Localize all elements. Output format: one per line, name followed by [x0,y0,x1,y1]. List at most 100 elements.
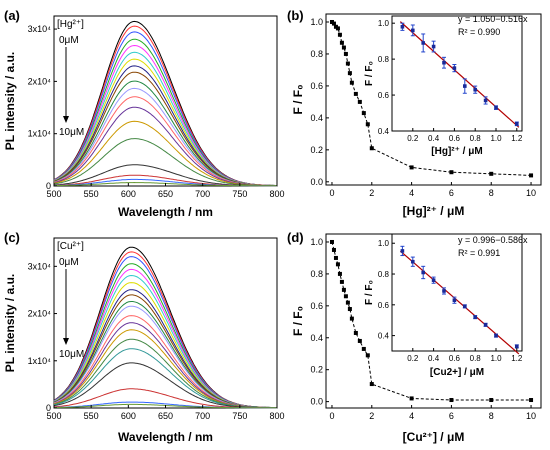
y-axis-label: F / F₀ [291,84,305,114]
trend-line [331,21,532,176]
inset-x-tick-label: 0.4 [428,354,440,363]
spectrum-curve-2 [53,25,277,186]
inset-data-point [421,41,425,45]
x-axis-label: Wavelength / nm [118,430,213,444]
inset-x-tick-label: 1.2 [511,354,523,363]
inset-x-axis-label: [Cu2+] / μM [430,367,484,378]
inset-y-tick-label: 0.8 [378,55,390,64]
data-point [347,71,352,76]
inset-x-tick-label: 1.2 [511,134,523,143]
data-point [365,122,370,127]
inset-y-tick-label: 0.4 [378,127,390,136]
data-point [349,316,354,321]
y-tick-label: 0.4 [310,333,323,343]
fit-r-squared: R² = 0.991 [458,248,500,258]
panel-c: (c) 500 550 600 650 700 750 800 0 1x10⁴ 2x10⁴ 3x10⁴… [3,230,285,444]
inset-frame [391,233,523,352]
data-point [335,262,340,267]
spectrum-curve-6 [53,51,277,186]
x-tick-label: 750 [232,189,247,199]
inset-data-point [442,289,446,293]
inset-data-point [411,259,415,264]
x-tick-label: 800 [269,189,284,199]
y-tick-label: 0.6 [310,81,323,91]
panel-a: (a) 500 550 600 650 700 750 800 0 1x10⁴ 2x10⁴ 3x10⁴… [3,8,285,219]
x-tick-label: 700 [195,189,210,199]
inset-x-axis-label: [Hg]²⁺ / μM [431,146,482,157]
inset-data-point [431,44,436,49]
y-tick-label: 0 [46,181,51,191]
data-point [343,294,348,299]
x-tick-label: 8 [489,188,494,198]
inset-data-point [421,270,425,275]
panel-b-axes-frame [325,13,542,186]
arrow-head-icon [63,116,69,123]
y-axis-label: F / F₀ [291,306,305,336]
y-axis-label: PL intensity / a.u. [3,274,17,372]
x-tick-label: 500 [46,189,61,199]
data-point [529,173,534,178]
data-point [361,346,366,351]
inset-data-point [494,105,498,110]
data-point [353,91,358,96]
inset-frame [391,15,523,132]
x-tick-label: 0 [329,411,334,421]
data-point [329,239,334,244]
y-tick-label: 0.6 [310,301,323,311]
arrow-top-label: 0μM [59,257,79,268]
inset-y-tick-label: 1.0 [378,19,390,28]
fit-line [399,250,520,355]
spectrum-curve-3 [53,31,277,186]
inset-data-point [483,98,488,103]
data-point [341,45,346,50]
x-tick-label: 650 [158,411,173,421]
inset-y-tick-label: 0.6 [378,91,390,100]
ion-label: [Hg²⁺] [57,19,84,30]
inset-y-tick-label: 0.6 [378,301,390,310]
x-tick-label: 750 [232,411,247,421]
y-tick-label: 2x10⁴ [28,309,52,319]
x-tick-label: 550 [84,189,99,199]
y-tick-label: 1x10⁴ [28,356,52,366]
data-point [353,330,358,335]
y-tick-label: 1.0 [310,17,323,27]
data-point [335,26,340,31]
inset-y-axis-label: F / F₀ [364,61,375,86]
data-point [489,398,494,403]
y-tick-label: 0.4 [310,113,323,123]
x-tick-label: 600 [121,411,136,421]
data-point [345,300,350,305]
data-point [339,40,344,45]
inset-data-point [442,60,446,65]
y-tick-label: 0.0 [310,177,323,187]
data-point [365,353,370,358]
inset-data-point [515,122,519,126]
y-tick-label: 1.0 [310,237,323,247]
data-point [357,99,362,104]
data-point [489,171,494,176]
data-point [449,170,454,175]
x-tick-label: 6 [449,188,454,198]
x-tick-label: 2 [369,188,374,198]
inset-data-point [463,84,467,88]
x-tick-label: 550 [84,411,99,421]
x-tick-label: 500 [46,411,61,421]
x-axis-label: Wavelength / nm [118,205,213,219]
data-point [369,146,374,151]
inset-data-point [431,278,436,282]
x-tick-label: 650 [158,189,173,199]
panel-a-label: (a) [4,8,20,23]
y-tick-label: 1x10⁴ [28,129,52,139]
x-tick-label: 2 [369,411,374,421]
x-tick-label: 10 [526,411,536,421]
x-tick-label: 4 [409,188,414,198]
inset-data-point [452,66,457,70]
x-tick-label: 10 [526,188,536,198]
inset-x-tick-label: 0.4 [428,134,440,143]
y-tick-label: 0.2 [310,145,323,155]
arrow-bottom-label: 10μM [59,127,84,138]
inset-data-point [452,298,457,302]
inset-x-tick-label: 0.8 [470,354,482,363]
y-tick-label: 0 [46,403,51,413]
data-point [449,398,454,403]
